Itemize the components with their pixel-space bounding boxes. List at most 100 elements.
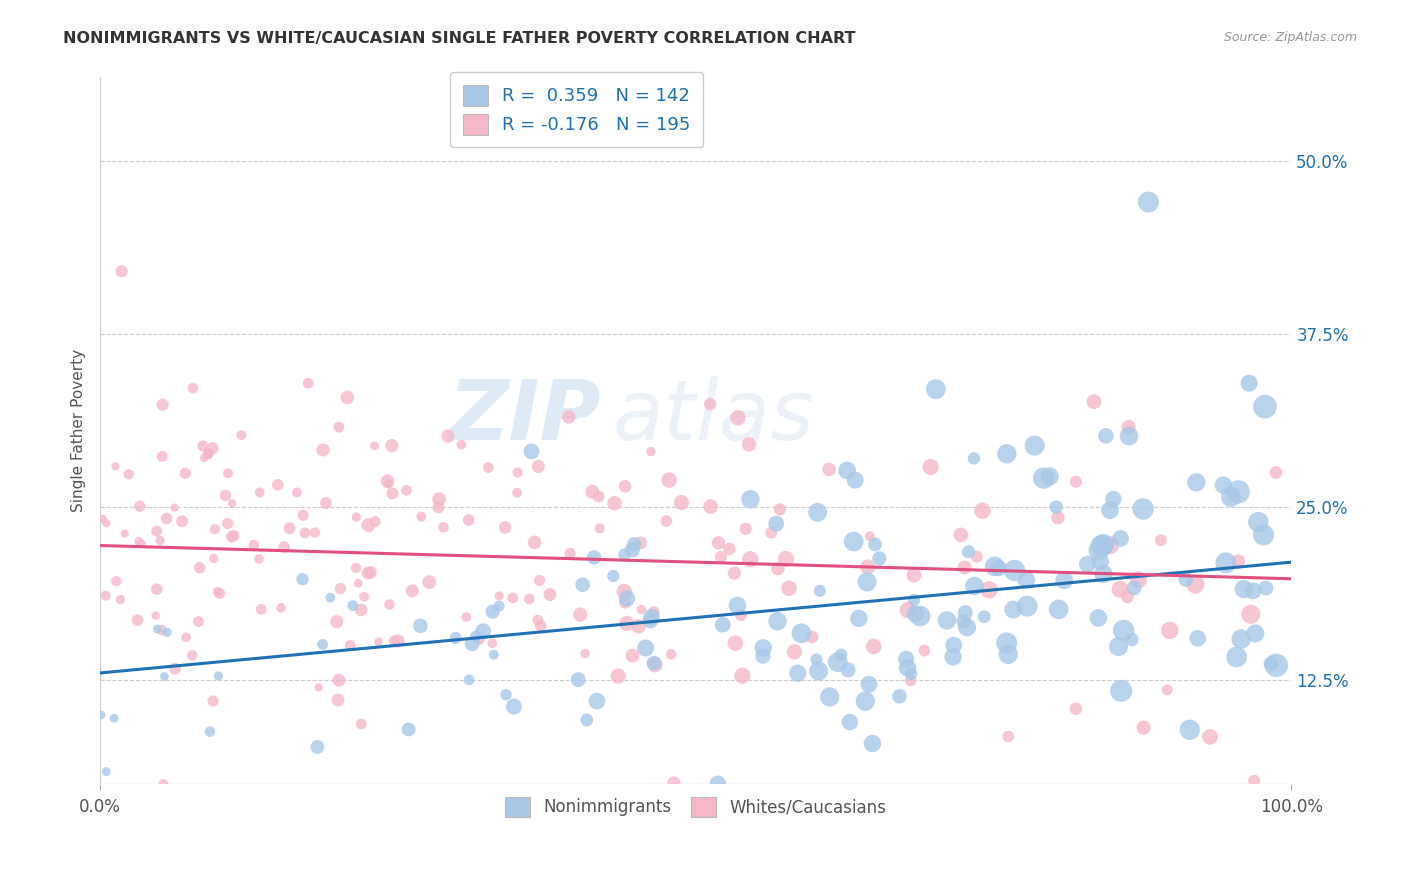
Point: [613, 548, 636, 562]
Point: [844, 473, 866, 487]
Point: [468, 632, 491, 647]
Point: [1184, 577, 1206, 591]
Point: [395, 483, 418, 498]
Point: [727, 410, 749, 425]
Point: [856, 559, 879, 574]
Point: [1109, 582, 1132, 597]
Point: [586, 694, 609, 708]
Point: [842, 534, 865, 549]
Point: [863, 537, 886, 551]
Point: [1253, 528, 1275, 542]
Point: [862, 640, 884, 654]
Point: [329, 582, 352, 596]
Point: [103, 711, 125, 725]
Point: [91, 512, 114, 526]
Point: [900, 666, 922, 681]
Point: [868, 551, 890, 566]
Point: [903, 593, 925, 607]
Point: [188, 561, 211, 575]
Legend: Nonimmigrants, Whites/Caucasians: Nonimmigrants, Whites/Caucasians: [496, 789, 894, 825]
Point: [1123, 581, 1146, 595]
Point: [128, 534, 150, 549]
Point: [494, 520, 516, 534]
Point: [307, 739, 329, 754]
Point: [558, 546, 581, 560]
Point: [581, 484, 603, 499]
Point: [174, 631, 197, 645]
Point: [427, 492, 450, 507]
Point: [896, 652, 918, 666]
Point: [734, 522, 756, 536]
Point: [131, 536, 153, 550]
Point: [346, 510, 368, 524]
Point: [201, 442, 224, 456]
Point: [153, 669, 176, 683]
Point: [1241, 583, 1264, 598]
Point: [481, 636, 503, 650]
Point: [350, 717, 373, 731]
Point: [710, 549, 733, 564]
Point: [488, 599, 510, 613]
Point: [170, 514, 193, 528]
Point: [1099, 538, 1122, 552]
Point: [381, 439, 404, 453]
Point: [966, 549, 988, 564]
Point: [1002, 602, 1025, 616]
Point: [150, 450, 173, 464]
Point: [979, 582, 1001, 597]
Point: [150, 623, 173, 637]
Point: [997, 648, 1019, 662]
Point: [640, 614, 662, 628]
Point: [488, 589, 510, 603]
Point: [1098, 503, 1121, 517]
Point: [778, 582, 800, 596]
Point: [1212, 478, 1234, 492]
Point: [807, 505, 830, 519]
Point: [643, 657, 665, 671]
Point: [502, 591, 524, 605]
Point: [659, 648, 682, 662]
Point: [523, 535, 546, 549]
Point: [1118, 429, 1140, 443]
Point: [766, 614, 789, 628]
Point: [613, 584, 636, 599]
Point: [221, 496, 243, 510]
Point: [197, 447, 219, 461]
Point: [427, 500, 450, 515]
Point: [207, 669, 229, 683]
Point: [378, 598, 401, 612]
Point: [1109, 532, 1132, 546]
Point: [1199, 730, 1222, 744]
Point: [193, 450, 215, 465]
Point: [589, 521, 612, 535]
Point: [217, 467, 239, 481]
Point: [297, 376, 319, 391]
Point: [801, 630, 824, 644]
Point: [202, 694, 225, 708]
Point: [1254, 400, 1277, 414]
Point: [231, 428, 253, 442]
Point: [1108, 640, 1130, 654]
Point: [627, 619, 650, 633]
Point: [1088, 538, 1111, 552]
Point: [853, 694, 876, 708]
Point: [1156, 682, 1178, 697]
Point: [444, 631, 467, 645]
Point: [278, 521, 301, 535]
Point: [783, 645, 806, 659]
Point: [806, 652, 828, 666]
Point: [350, 603, 373, 617]
Point: [848, 611, 870, 625]
Point: [1064, 475, 1087, 489]
Point: [1233, 582, 1256, 596]
Point: [461, 637, 484, 651]
Point: [997, 730, 1019, 744]
Point: [1077, 558, 1099, 572]
Point: [838, 714, 860, 729]
Point: [752, 649, 775, 664]
Point: [181, 648, 204, 663]
Point: [1116, 590, 1139, 604]
Point: [671, 495, 693, 509]
Point: [432, 520, 454, 534]
Point: [292, 508, 315, 523]
